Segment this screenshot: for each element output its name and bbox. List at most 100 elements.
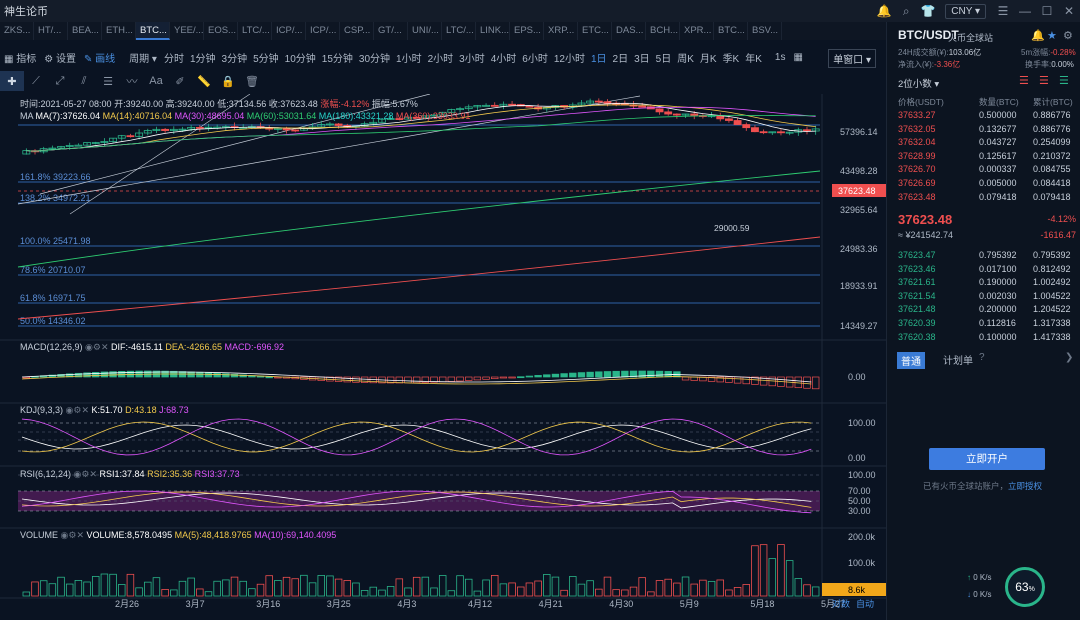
window-select[interactable]: 单窗口 ▾ (828, 49, 876, 68)
period-option[interactable]: 1小时 (396, 53, 422, 65)
asks-row[interactable]: 37628.99 0.125617 0.210372 (887, 150, 1080, 163)
period-option[interactable]: 1日 (590, 53, 607, 65)
volume-eye-icon[interactable]: ◉⚙✕ (60, 530, 84, 540)
period-option[interactable]: 12小时 (553, 53, 585, 65)
period-option[interactable]: 分时 (163, 53, 184, 65)
tab-plan[interactable]: 计划单 (943, 356, 973, 367)
orderbook-bid-icon[interactable]: ☰ (1059, 75, 1069, 87)
text-tool-icon[interactable]: Aa (149, 75, 163, 87)
asks-row[interactable]: 37632.04 0.043727 0.254099 (887, 136, 1080, 149)
ruler-icon[interactable]: 📏 (197, 75, 211, 88)
symbol-tab[interactable]: HT/... (34, 22, 68, 40)
authorize-link[interactable]: 立即授权 (1008, 481, 1043, 491)
orderbook-mix-icon[interactable]: ☰ (1019, 75, 1029, 87)
bids-row[interactable]: 37620.39 0.112816 1.317338 (887, 317, 1080, 330)
symbol-tab[interactable]: XRP... (544, 22, 578, 40)
orderbook-ask-icon[interactable]: ☰ (1039, 75, 1049, 87)
parallel-icon[interactable]: ⫽ (81, 74, 87, 87)
kline-chart[interactable]: 57396.14 43498.28 32965.64 24983.36 18933.91… (0, 94, 886, 610)
horizontal-line-icon[interactable]: ☰ (103, 75, 113, 88)
symbol-tab[interactable]: YEE/... (170, 22, 204, 40)
period-option[interactable]: 3日 (634, 53, 650, 65)
kdj-eye-icon[interactable]: ◉⚙✕ (65, 405, 89, 415)
period-option[interactable]: 6小时 (522, 53, 548, 65)
symbol-tab[interactable]: EOS... (204, 22, 238, 40)
star-icon[interactable]: ★ (1047, 30, 1057, 42)
indicator-button[interactable]: ▦ 指标 (4, 53, 37, 65)
symbol-tab[interactable]: LTC/... (238, 22, 272, 40)
close-icon[interactable]: ✕ (1063, 4, 1075, 18)
period-option[interactable]: 15分钟 (321, 53, 353, 65)
asks-row[interactable]: 37623.48 0.079418 0.079418 (887, 191, 1080, 204)
menu-icon[interactable]: ☰ (997, 4, 1009, 18)
minimize-icon[interactable]: — (1019, 4, 1031, 18)
bids-row[interactable]: 37623.46 0.017100 0.812492 (887, 263, 1080, 276)
period-option[interactable]: 5日 (655, 53, 672, 65)
symbol-tab[interactable]: EPS... (510, 22, 544, 40)
symbol-tab[interactable]: ICP/... (272, 22, 306, 40)
period-option[interactable]: 30分钟 (358, 53, 391, 65)
symbol-tab[interactable]: DAS... (612, 22, 646, 40)
bids-row[interactable]: 37623.47 0.795392 0.795392 (887, 249, 1080, 262)
log-scale-toggle[interactable]: 对数 (831, 599, 850, 609)
help-icon[interactable]: ? (979, 352, 985, 363)
depth-select[interactable]: 2位小数 ▾ (898, 79, 940, 90)
bids-row[interactable]: 37621.54 0.002030 1.004522 (887, 290, 1080, 303)
grid-icon[interactable]: ▦ (793, 51, 803, 63)
chart-canvas[interactable]: 57396.14 43498.28 32965.64 24983.36 18933.91… (0, 94, 886, 610)
period-option[interactable]: 季K (722, 53, 740, 65)
ray-icon[interactable]: ⤢ (55, 74, 65, 87)
period-label[interactable]: 周期 ▾ (129, 53, 157, 65)
period-option[interactable]: 5分钟 (253, 53, 279, 65)
trendline-icon[interactable]: ⟋ (32, 74, 40, 87)
bids-row[interactable]: 37620.38 0.100000 1.417338 (887, 331, 1080, 344)
period-option[interactable]: 年K (745, 53, 762, 65)
auto-scale-toggle[interactable]: 自动 (855, 599, 874, 609)
symbol-tab[interactable]: ICP/... (306, 22, 340, 40)
draw-button[interactable]: ✎ 画线 (83, 53, 116, 65)
period-option[interactable]: 1分钟 (189, 53, 216, 65)
asks-row[interactable]: 37632.05 0.132677 0.886776 (887, 123, 1080, 136)
bell-icon[interactable]: 🔔 (1031, 30, 1045, 42)
bids-row[interactable]: 37621.61 0.190000 1.002492 (887, 276, 1080, 289)
symbol-tab[interactable]: CSP... (340, 22, 374, 40)
symbol-tab[interactable]: BSV... (748, 22, 782, 40)
shirt-icon[interactable]: 👕 (920, 4, 936, 18)
crosshair-icon[interactable]: ✚ (0, 71, 24, 91)
extra-period[interactable]: 1s (774, 51, 786, 63)
period-option[interactable]: 月K (699, 53, 717, 65)
settings-icon[interactable]: ⚙ (1063, 30, 1073, 42)
open-account-button[interactable]: 立即开户 (929, 448, 1045, 470)
search-icon[interactable]: ⌕ (902, 3, 910, 18)
symbol-tab[interactable]: LTC/... (442, 22, 476, 40)
period-option[interactable]: 2小时 (427, 53, 454, 65)
symbol-tab[interactable]: LINK... (476, 22, 510, 40)
symbol-tab[interactable]: UNI/... (408, 22, 442, 40)
period-option[interactable]: 周K (677, 53, 694, 65)
chevron-icon[interactable]: ❯ (1065, 352, 1074, 363)
period-option[interactable]: 3分钟 (221, 53, 248, 65)
symbol-tab[interactable]: ETC... (578, 22, 612, 40)
macd-eye-icon[interactable]: ◉⚙✕ (85, 342, 109, 352)
period-option[interactable]: 3小时 (459, 53, 485, 65)
asks-row[interactable]: 37633.27 0.500000 0.886776 (887, 109, 1080, 122)
symbol-tab[interactable]: ETH... (102, 22, 136, 40)
lock-icon[interactable]: 🔒 (221, 75, 235, 88)
symbol-tab[interactable]: ZKS... (0, 22, 34, 40)
symbol-tab[interactable]: BTC... (136, 22, 170, 40)
bell-icon[interactable]: 🔔 (876, 4, 892, 18)
settings-button[interactable]: ⚙ 设置 (44, 53, 76, 65)
period-option[interactable]: 4小时 (490, 53, 517, 65)
asks-row[interactable]: 37626.70 0.000337 0.084755 (887, 163, 1080, 176)
rsi-eye-icon[interactable]: ◉⚙✕ (73, 469, 98, 479)
trash-icon[interactable]: 🗑 (245, 75, 259, 88)
wave-icon[interactable]: 〰 (126, 76, 138, 88)
period-option[interactable]: 2日 (612, 53, 629, 65)
tab-normal[interactable]: 普通 (897, 352, 925, 369)
symbol-tab[interactable]: GT/... (374, 22, 408, 40)
bids-row[interactable]: 37621.48 0.200000 1.204522 (887, 303, 1080, 316)
asks-row[interactable]: 37626.69 0.005000 0.084418 (887, 177, 1080, 190)
symbol-tab[interactable]: BCH... (646, 22, 680, 40)
period-option[interactable]: 10分钟 (284, 53, 316, 65)
symbol-tab[interactable]: BTC... (714, 22, 748, 40)
